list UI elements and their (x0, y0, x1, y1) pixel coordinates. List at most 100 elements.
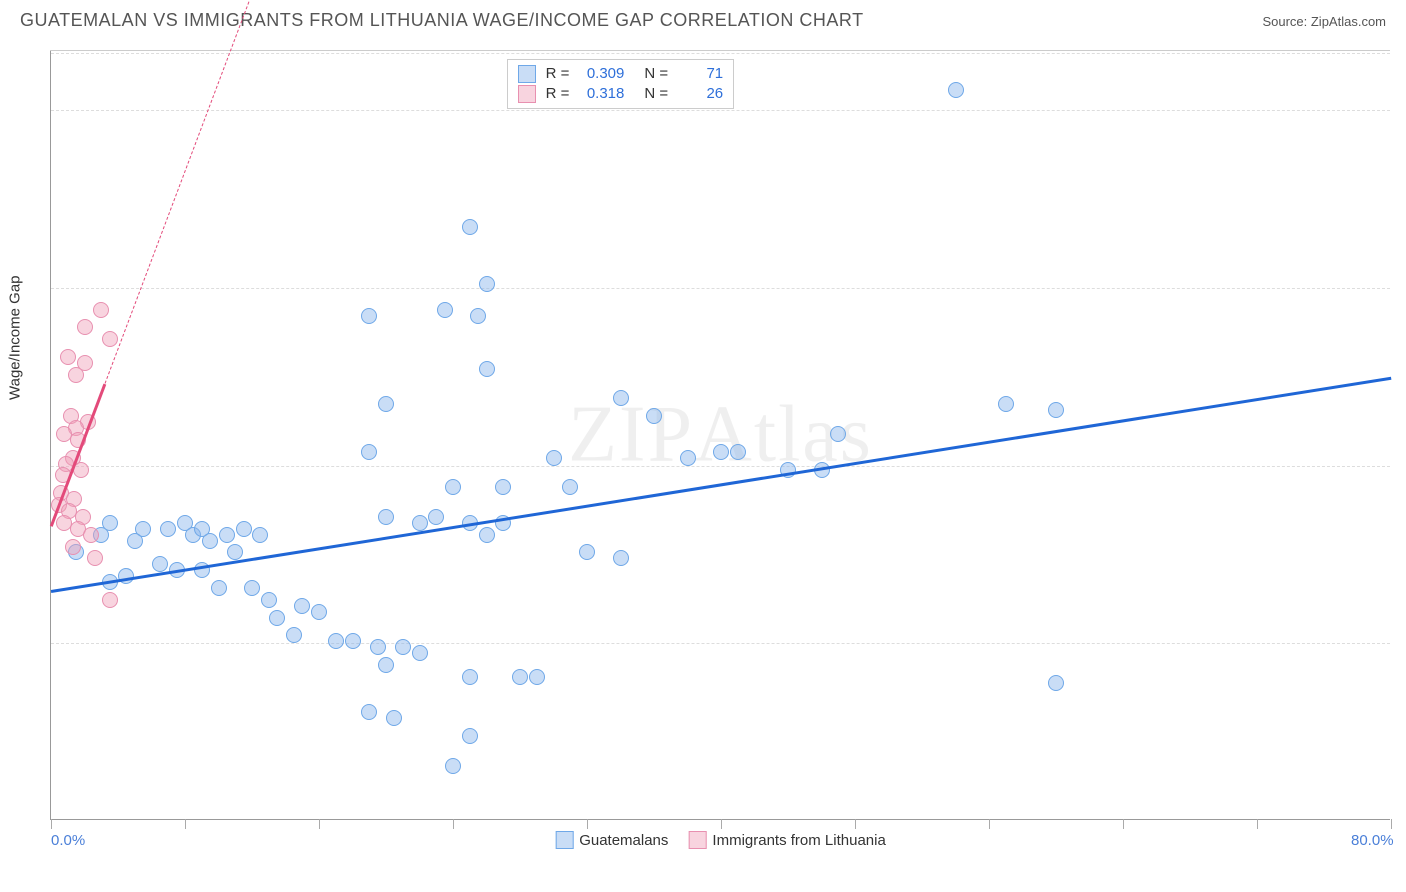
trend-line (104, 0, 252, 383)
stats-legend: R =0.309N =71R =0.318N =26 (507, 59, 735, 109)
x-tick (319, 819, 320, 829)
data-point (361, 308, 377, 324)
data-point (244, 580, 260, 596)
data-point (102, 331, 118, 347)
legend-swatch (688, 831, 706, 849)
data-point (378, 657, 394, 673)
data-point (227, 544, 243, 560)
data-point (646, 408, 662, 424)
data-point (311, 604, 327, 620)
gridline (51, 53, 1390, 54)
header: GUATEMALAN VS IMMIGRANTS FROM LITHUANIA … (0, 0, 1406, 31)
series-legend: Guatemalans Immigrants from Lithuania (555, 831, 886, 849)
legend-swatch (518, 85, 536, 103)
n-label: N = (644, 65, 668, 82)
data-point (562, 479, 578, 495)
data-point (479, 527, 495, 543)
data-point (252, 527, 268, 543)
data-point (412, 515, 428, 531)
legend-swatch (555, 831, 573, 849)
data-point (102, 592, 118, 608)
data-point (152, 556, 168, 572)
n-value: 71 (678, 65, 723, 82)
data-point (428, 509, 444, 525)
stats-row: R =0.318N =26 (518, 84, 724, 104)
data-point (713, 444, 729, 460)
x-tick (587, 819, 588, 829)
data-point (830, 426, 846, 442)
data-point (479, 276, 495, 292)
chart-title: GUATEMALAN VS IMMIGRANTS FROM LITHUANIA … (20, 10, 864, 31)
x-tick-label: 0.0% (51, 832, 85, 849)
n-value: 26 (678, 85, 723, 102)
data-point (546, 450, 562, 466)
r-value: 0.309 (579, 65, 624, 82)
data-point (613, 390, 629, 406)
data-point (345, 633, 361, 649)
data-point (361, 444, 377, 460)
data-point (412, 645, 428, 661)
data-point (680, 450, 696, 466)
gridline (51, 466, 1390, 467)
data-point (386, 710, 402, 726)
data-point (445, 479, 461, 495)
x-tick (989, 819, 990, 829)
data-point (87, 550, 103, 566)
data-point (470, 308, 486, 324)
data-point (77, 319, 93, 335)
data-point (613, 550, 629, 566)
data-point (202, 533, 218, 549)
data-point (68, 367, 84, 383)
x-tick (855, 819, 856, 829)
data-point (361, 704, 377, 720)
plot-area: ZIPAtlas 60.0%45.0%30.0%15.0%0.0%80.0%R … (50, 50, 1390, 820)
legend-item: Immigrants from Lithuania (688, 831, 885, 849)
legend-swatch (518, 65, 536, 83)
data-point (437, 302, 453, 318)
trend-line (51, 377, 1391, 593)
data-point (160, 521, 176, 537)
data-point (462, 219, 478, 235)
data-point (83, 527, 99, 543)
r-label: R = (546, 65, 570, 82)
x-tick (721, 819, 722, 829)
r-label: R = (546, 85, 570, 102)
data-point (219, 527, 235, 543)
x-tick (185, 819, 186, 829)
data-point (65, 539, 81, 555)
data-point (328, 633, 344, 649)
data-point (127, 533, 143, 549)
data-point (1048, 675, 1064, 691)
data-point (211, 580, 227, 596)
data-point (93, 302, 109, 318)
x-tick (1257, 819, 1258, 829)
data-point (462, 669, 478, 685)
n-label: N = (644, 85, 668, 102)
data-point (948, 82, 964, 98)
data-point (512, 669, 528, 685)
data-point (236, 521, 252, 537)
data-point (998, 396, 1014, 412)
x-tick (453, 819, 454, 829)
data-point (269, 610, 285, 626)
data-point (261, 592, 277, 608)
x-tick-label: 80.0% (1351, 832, 1394, 849)
data-point (378, 509, 394, 525)
gridline (51, 110, 1390, 111)
data-point (579, 544, 595, 560)
y-axis-label: Wage/Income Gap (7, 275, 24, 400)
x-tick (1123, 819, 1124, 829)
data-point (445, 758, 461, 774)
data-point (294, 598, 310, 614)
data-point (370, 639, 386, 655)
gridline (51, 643, 1390, 644)
data-point (529, 669, 545, 685)
data-point (286, 627, 302, 643)
data-point (395, 639, 411, 655)
data-point (378, 396, 394, 412)
legend-label: Guatemalans (579, 832, 668, 849)
x-tick (51, 819, 52, 829)
data-point (730, 444, 746, 460)
plot-inner: ZIPAtlas 60.0%45.0%30.0%15.0%0.0%80.0%R … (50, 51, 1390, 820)
data-point (495, 479, 511, 495)
